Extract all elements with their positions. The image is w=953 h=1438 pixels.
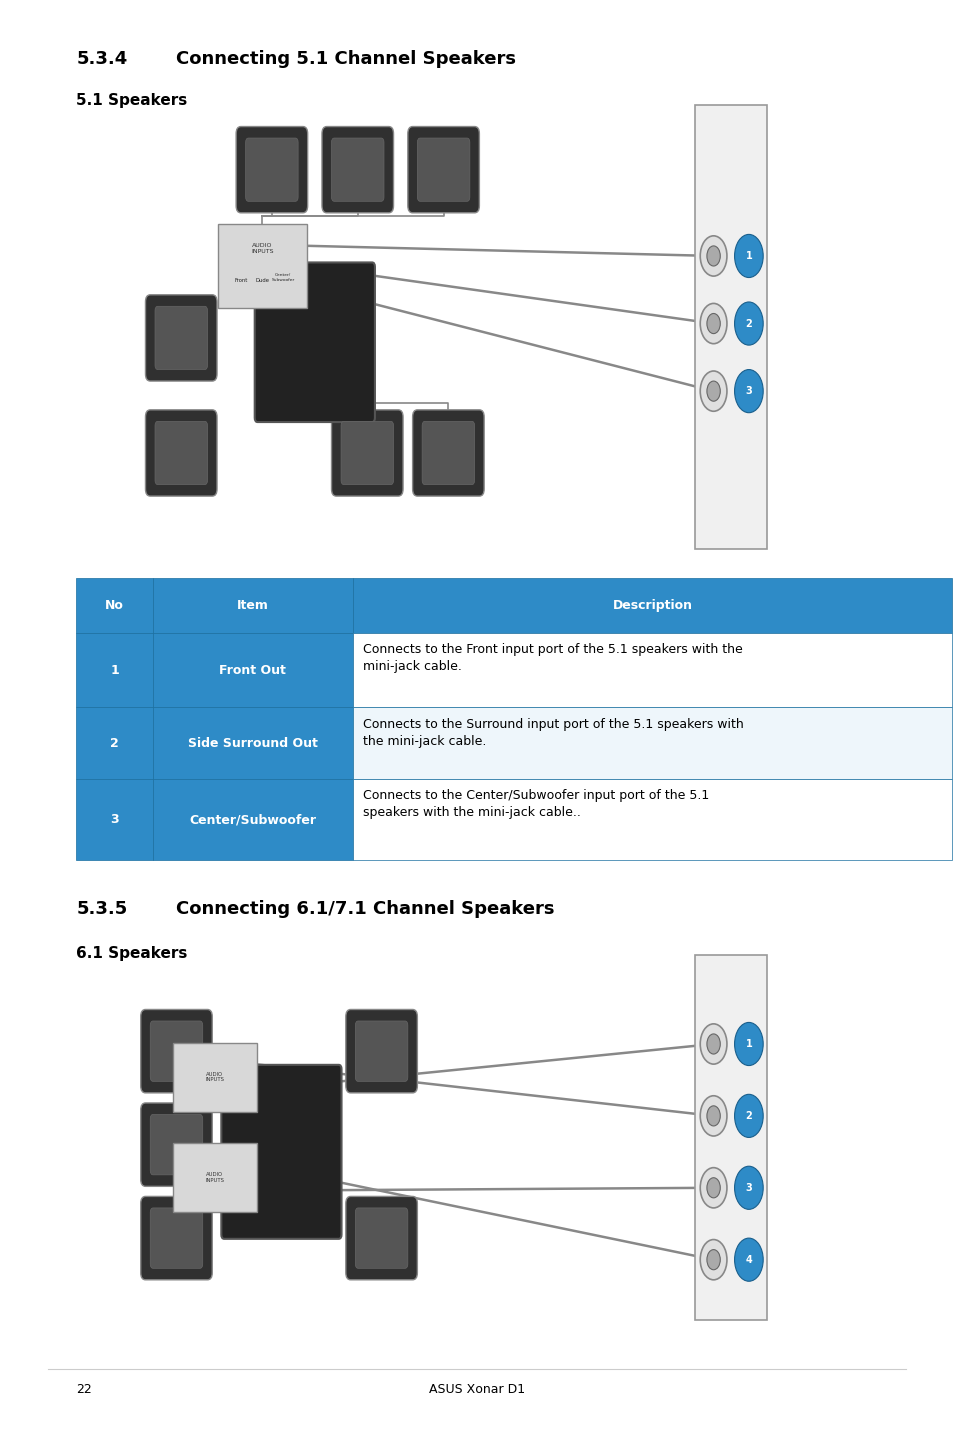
Circle shape [700, 1168, 726, 1208]
Circle shape [706, 313, 720, 334]
FancyBboxPatch shape [332, 138, 383, 201]
Text: AUDIO
INPUTS: AUDIO INPUTS [251, 243, 274, 255]
FancyBboxPatch shape [172, 1043, 256, 1112]
Text: Side Surround Out: Side Surround Out [188, 736, 317, 751]
Text: AUDIO
INPUTS: AUDIO INPUTS [205, 1172, 224, 1183]
FancyBboxPatch shape [235, 127, 307, 213]
FancyBboxPatch shape [345, 1196, 417, 1280]
Text: 1: 1 [110, 663, 119, 677]
FancyBboxPatch shape [141, 1103, 212, 1186]
Text: Connecting 5.1 Channel Speakers: Connecting 5.1 Channel Speakers [176, 50, 516, 69]
FancyBboxPatch shape [217, 223, 307, 309]
Circle shape [700, 303, 726, 344]
Text: 6.1 Speakers: 6.1 Speakers [76, 946, 188, 961]
Circle shape [734, 302, 762, 345]
FancyBboxPatch shape [141, 1009, 212, 1093]
Text: No: No [105, 598, 124, 613]
FancyBboxPatch shape [76, 779, 152, 860]
FancyBboxPatch shape [694, 105, 766, 549]
FancyBboxPatch shape [412, 410, 483, 496]
FancyBboxPatch shape [353, 707, 951, 779]
FancyBboxPatch shape [321, 127, 393, 213]
Text: 2: 2 [744, 319, 752, 328]
FancyBboxPatch shape [76, 578, 152, 633]
FancyBboxPatch shape [407, 127, 478, 213]
Circle shape [700, 1096, 726, 1136]
FancyBboxPatch shape [154, 421, 208, 485]
Text: 1: 1 [744, 1040, 752, 1048]
Text: Front Out: Front Out [219, 663, 286, 677]
Text: 2: 2 [110, 736, 119, 751]
FancyBboxPatch shape [416, 138, 469, 201]
Text: Connects to the Front input port of the 5.1 speakers with the
mini-jack cable.: Connects to the Front input port of the … [362, 643, 741, 673]
FancyBboxPatch shape [145, 295, 216, 381]
Circle shape [706, 246, 720, 266]
Text: Connects to the Center/Subwoofer input port of the 5.1
speakers with the mini-ja: Connects to the Center/Subwoofer input p… [362, 789, 708, 820]
FancyBboxPatch shape [145, 410, 216, 496]
Text: 2: 2 [744, 1112, 752, 1120]
FancyBboxPatch shape [355, 1021, 408, 1081]
Text: 1: 1 [744, 252, 752, 260]
FancyBboxPatch shape [254, 262, 375, 423]
FancyBboxPatch shape [245, 138, 297, 201]
Text: Front: Front [234, 278, 248, 283]
Text: 5.3.4: 5.3.4 [76, 50, 128, 69]
Circle shape [700, 1024, 726, 1064]
Circle shape [734, 234, 762, 278]
FancyBboxPatch shape [76, 633, 152, 707]
Text: Center/Subwoofer: Center/Subwoofer [189, 812, 316, 827]
Circle shape [734, 1238, 762, 1281]
Text: AUDIO
INPUTS: AUDIO INPUTS [205, 1071, 224, 1083]
Text: Description: Description [612, 598, 692, 613]
FancyBboxPatch shape [151, 1114, 202, 1175]
Circle shape [734, 1166, 762, 1209]
FancyBboxPatch shape [332, 410, 403, 496]
Text: 3: 3 [744, 1183, 752, 1192]
Circle shape [734, 1022, 762, 1066]
FancyBboxPatch shape [353, 779, 951, 860]
FancyBboxPatch shape [151, 1208, 202, 1268]
FancyBboxPatch shape [172, 1143, 256, 1212]
Text: 4: 4 [744, 1255, 752, 1264]
FancyBboxPatch shape [345, 1009, 417, 1093]
Circle shape [734, 370, 762, 413]
Text: 3: 3 [744, 387, 752, 395]
FancyBboxPatch shape [76, 707, 152, 779]
Text: Center/
Subwoofer: Center/ Subwoofer [272, 273, 294, 282]
FancyBboxPatch shape [154, 306, 208, 370]
Circle shape [706, 1034, 720, 1054]
FancyBboxPatch shape [152, 707, 353, 779]
FancyBboxPatch shape [151, 1021, 202, 1081]
Text: Dude: Dude [255, 278, 269, 283]
FancyBboxPatch shape [152, 779, 353, 860]
Circle shape [700, 1240, 726, 1280]
FancyBboxPatch shape [355, 1208, 408, 1268]
Text: 5.3.5: 5.3.5 [76, 900, 128, 919]
Text: Connects to the Surround input port of the 5.1 speakers with
the mini-jack cable: Connects to the Surround input port of t… [362, 718, 742, 748]
FancyBboxPatch shape [341, 421, 393, 485]
Circle shape [700, 371, 726, 411]
FancyBboxPatch shape [152, 633, 353, 707]
Text: 3: 3 [110, 812, 119, 827]
Circle shape [706, 381, 720, 401]
Circle shape [700, 236, 726, 276]
Text: Connecting 6.1/7.1 Channel Speakers: Connecting 6.1/7.1 Channel Speakers [176, 900, 555, 919]
Text: Item: Item [236, 598, 269, 613]
Circle shape [706, 1106, 720, 1126]
Circle shape [706, 1178, 720, 1198]
FancyBboxPatch shape [421, 421, 475, 485]
FancyBboxPatch shape [152, 578, 353, 633]
FancyBboxPatch shape [694, 955, 766, 1320]
FancyBboxPatch shape [141, 1196, 212, 1280]
FancyBboxPatch shape [353, 633, 951, 707]
Circle shape [706, 1250, 720, 1270]
Circle shape [734, 1094, 762, 1137]
Text: 5.1 Speakers: 5.1 Speakers [76, 93, 188, 108]
FancyBboxPatch shape [353, 578, 951, 633]
Text: 22: 22 [76, 1383, 92, 1396]
Text: ASUS Xonar D1: ASUS Xonar D1 [429, 1383, 524, 1396]
FancyBboxPatch shape [221, 1066, 341, 1240]
